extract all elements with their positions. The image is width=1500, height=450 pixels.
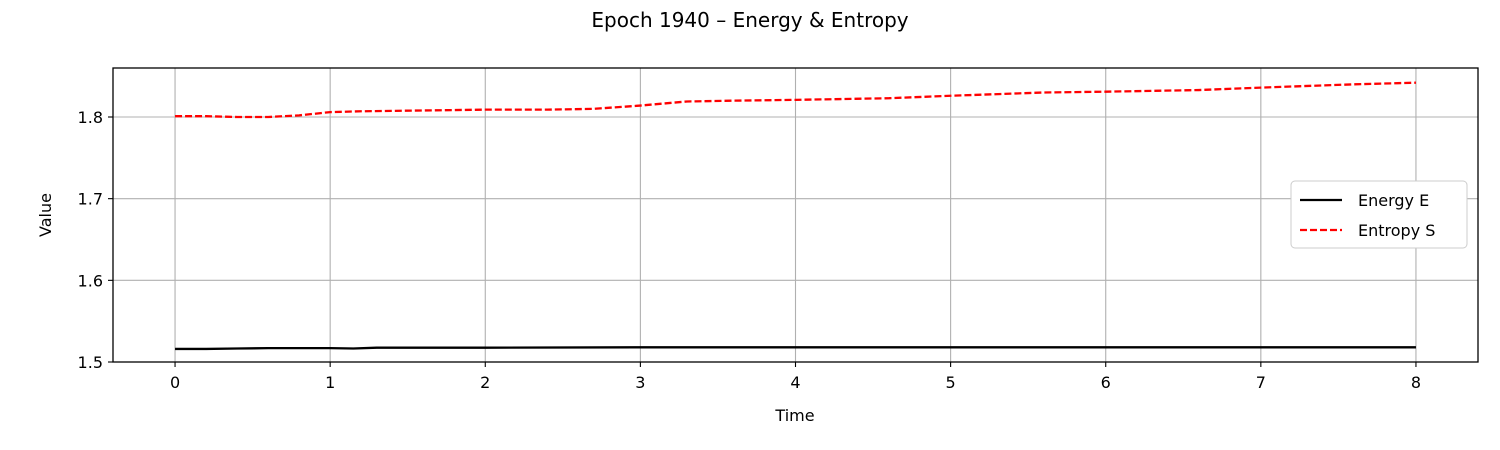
legend-label-entropy: Entropy S (1358, 221, 1435, 240)
legend-box (1290, 180, 1468, 249)
energy-series-line (175, 346, 1416, 351)
x-tick-label: 3 (635, 373, 645, 392)
x-tick-label: 5 (946, 373, 956, 392)
x-tick-label: 1 (325, 373, 335, 392)
chart-title: Epoch 1940 – Energy & Entropy (591, 8, 908, 32)
x-tick-label: 8 (1411, 373, 1421, 392)
x-tick-label: 6 (1101, 373, 1111, 392)
y-tick-label: 1.6 (78, 271, 103, 290)
y-tick-label: 1.8 (78, 108, 103, 127)
y-tick-label: 1.5 (78, 353, 103, 372)
grid (113, 68, 1478, 363)
x-tick-label: 4 (790, 373, 800, 392)
x-tick-label: 7 (1256, 373, 1266, 392)
x-tick-label: 0 (170, 373, 180, 392)
ticks: 0 1 2 3 4 5 6 7 8 1.5 1.6 1.7 1.8 (78, 108, 1422, 392)
y-tick-label: 1.7 (78, 190, 103, 209)
x-axis-label: Time (774, 406, 814, 425)
x-tick-label: 2 (480, 373, 490, 392)
series-layer (175, 81, 1416, 351)
entropy-series-line (175, 81, 1416, 119)
legend-label-energy: Energy E (1358, 191, 1429, 210)
legend: Energy E Entropy S (1290, 180, 1468, 249)
y-axis-label: Value (36, 193, 55, 237)
